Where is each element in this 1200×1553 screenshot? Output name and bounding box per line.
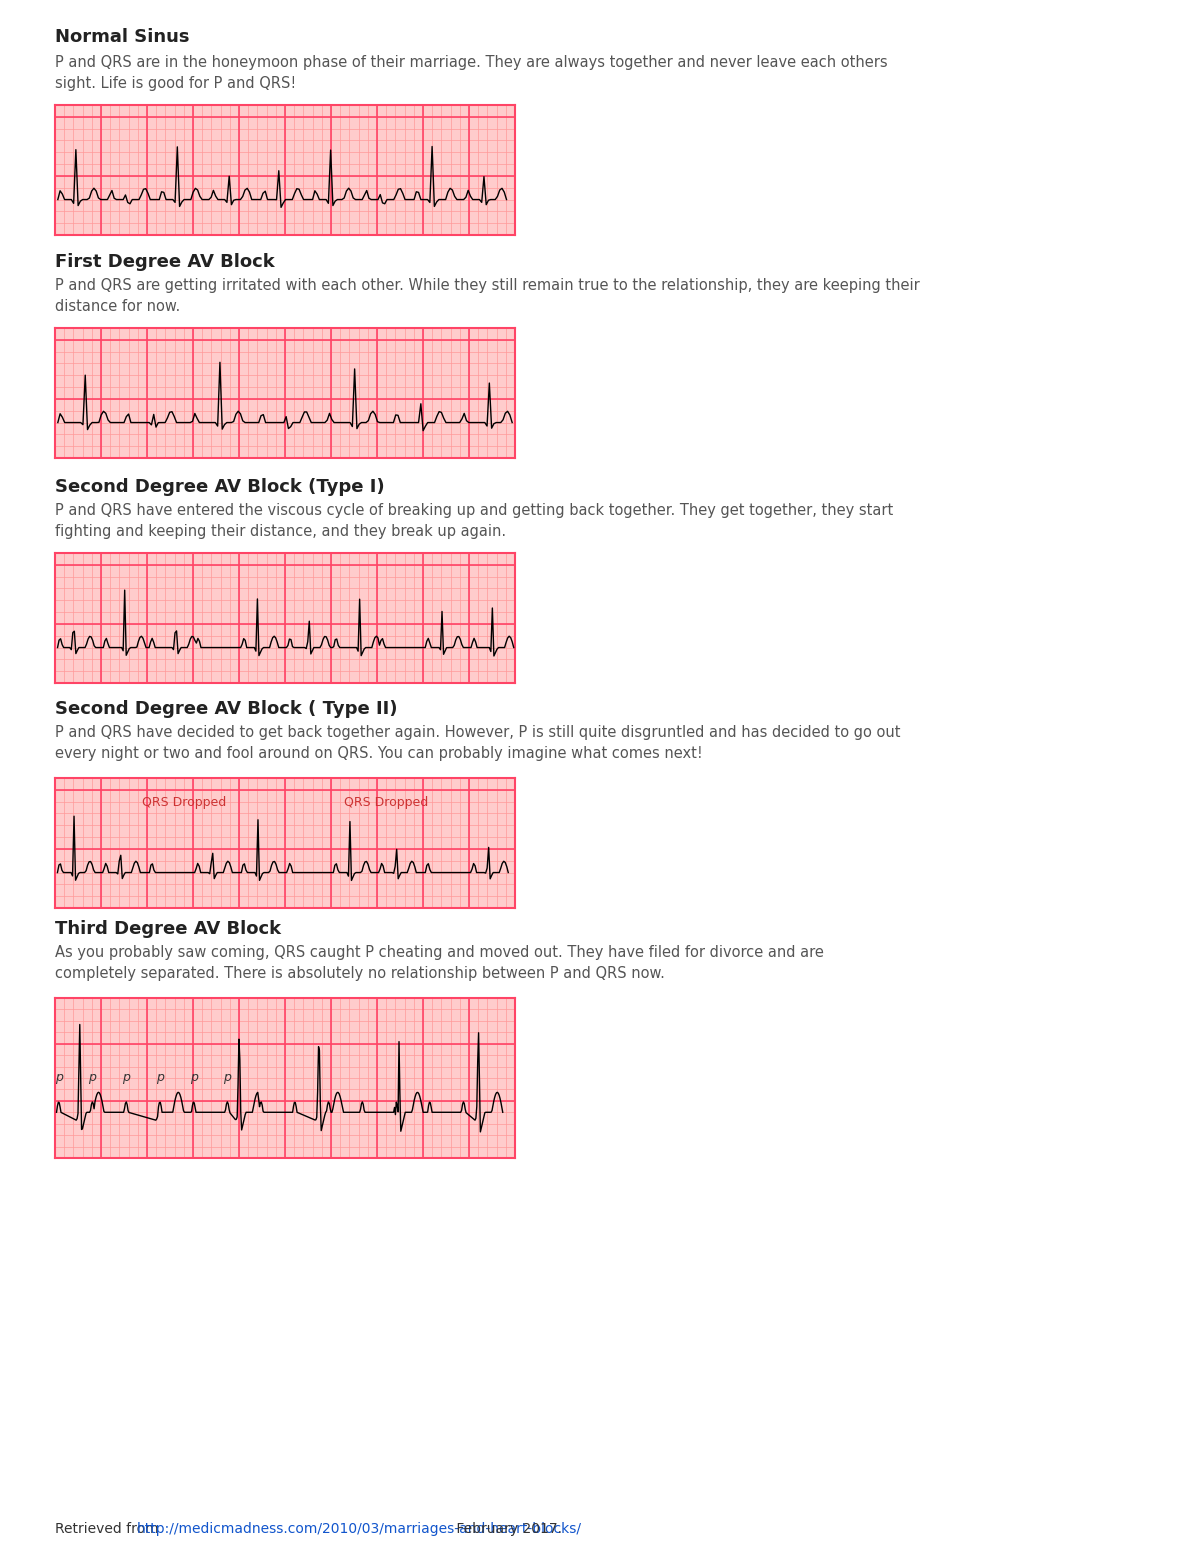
Text: QRS Dropped: QRS Dropped [142,795,226,809]
Text: P and QRS are in the honeymoon phase of their marriage. They are always together: P and QRS are in the honeymoon phase of … [55,54,888,92]
Text: QRS Dropped: QRS Dropped [344,795,428,809]
Text: P and QRS are getting irritated with each other. While they still remain true to: P and QRS are getting irritated with eac… [55,278,919,314]
Text: Normal Sinus: Normal Sinus [55,28,190,47]
Text: http://medicmadness.com/2010/03/marriages-and-heart-blocks/: http://medicmadness.com/2010/03/marriage… [137,1522,582,1536]
Text: P and QRS have decided to get back together again. However, P is still quite dis: P and QRS have decided to get back toget… [55,725,900,761]
Text: February 2017.: February 2017. [452,1522,562,1536]
Text: p: p [223,1070,232,1084]
Text: Retrieved from: Retrieved from [55,1522,163,1536]
Text: p: p [89,1070,96,1084]
Text: p: p [122,1070,130,1084]
Text: p: p [190,1070,198,1084]
Text: As you probably saw coming, QRS caught P cheating and moved out. They have filed: As you probably saw coming, QRS caught P… [55,944,824,981]
Text: Third Degree AV Block: Third Degree AV Block [55,919,281,938]
Text: Second Degree AV Block ( Type II): Second Degree AV Block ( Type II) [55,700,397,717]
Text: Second Degree AV Block (Type I): Second Degree AV Block (Type I) [55,478,385,495]
Text: P and QRS have entered the viscous cycle of breaking up and getting back togethe: P and QRS have entered the viscous cycle… [55,503,893,539]
Text: p: p [55,1070,62,1084]
Text: p: p [156,1070,164,1084]
Text: First Degree AV Block: First Degree AV Block [55,253,275,272]
